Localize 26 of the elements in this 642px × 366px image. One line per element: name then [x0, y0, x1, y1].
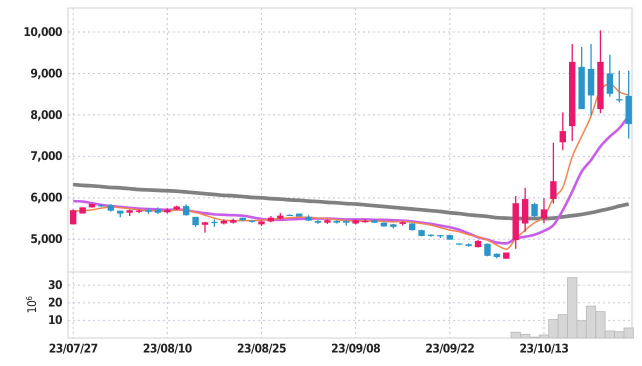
- y-tick-label: 10,000: [23, 24, 62, 39]
- x-tick-label: 23/08/10: [142, 342, 192, 356]
- x-tick-label: 23/08/25: [237, 342, 286, 356]
- candlestick: [616, 70, 622, 104]
- line-series: [71, 182, 631, 220]
- y-tick-label: 10: [48, 313, 62, 328]
- y-tick-label: 20: [48, 296, 62, 310]
- y-tick-label: 9,000: [30, 66, 62, 80]
- candlestick: [606, 54, 614, 98]
- y-tick-label: 6,000: [30, 190, 62, 205]
- candlestick: [550, 142, 557, 204]
- y-tick-label: 7,000: [30, 149, 62, 164]
- candlestick: [70, 208, 76, 225]
- candlestick: [560, 112, 566, 151]
- x-tick-label: 23/09/08: [331, 342, 380, 356]
- x-tick-label: 23/09/22: [425, 342, 474, 356]
- candlestick: [182, 204, 190, 216]
- x-tick-label: 23/10/13: [519, 342, 568, 356]
- x-tick-label: 23/07/27: [48, 342, 98, 356]
- y-tick-label: 8,000: [30, 108, 62, 122]
- candlestick: [540, 198, 548, 224]
- candlestick: [484, 242, 491, 257]
- candlestick: [531, 202, 538, 218]
- y-tick-label: 30: [48, 278, 62, 292]
- y-tick-label: 5,000: [30, 232, 62, 246]
- candlestick: [202, 221, 208, 234]
